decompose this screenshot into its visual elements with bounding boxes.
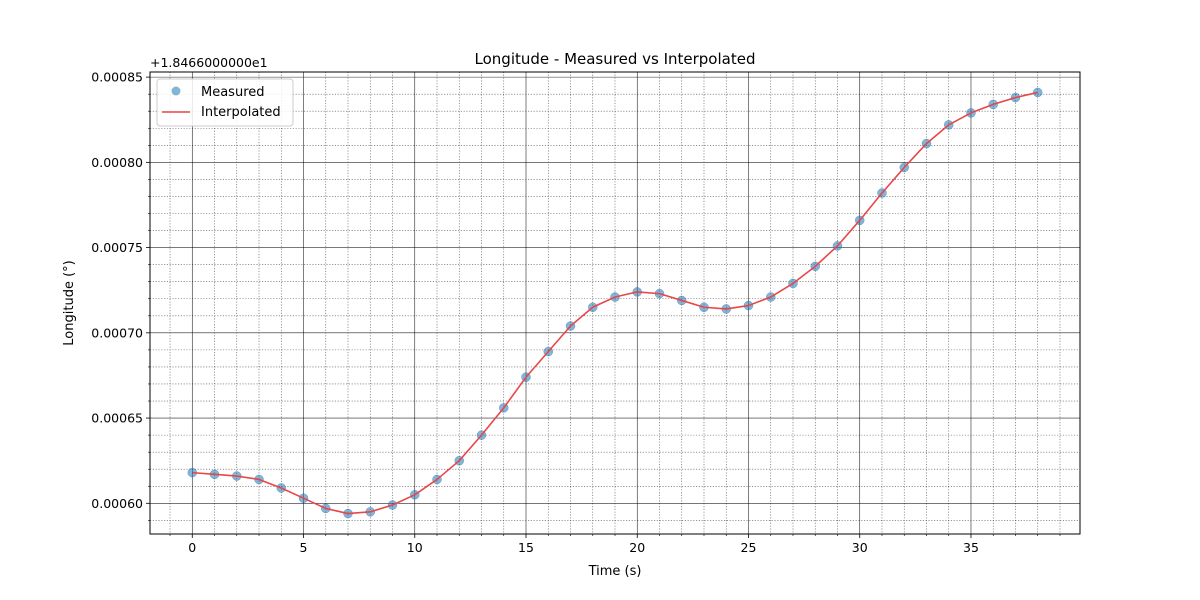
x-tick-label: 10 xyxy=(407,540,423,555)
legend-measured-label: Measured xyxy=(201,85,265,100)
legend-box xyxy=(156,78,294,127)
x-tick-label: 20 xyxy=(629,540,645,555)
x-tick-label: 35 xyxy=(963,540,979,555)
series-layer xyxy=(187,87,1043,519)
y-tick-label: 0.00075 xyxy=(91,240,143,255)
plot-area xyxy=(150,72,1080,534)
y-tick-label: 0.00085 xyxy=(91,70,143,85)
minor-grid xyxy=(150,72,1080,534)
chart-title: Longitude - Measured vs Interpolated xyxy=(475,50,756,68)
y-tick-label: 0.00070 xyxy=(91,325,143,340)
y-tick-label: 0.00060 xyxy=(91,496,143,511)
legend: Measured Interpolated xyxy=(156,78,294,127)
interpolated-line xyxy=(192,91,1038,515)
x-tick-label: 0 xyxy=(188,540,196,555)
x-axis-ticks: 0 5 10 15 20 25 30 35 xyxy=(169,534,1061,555)
x-tick-label: 5 xyxy=(300,540,308,555)
x-axis-label: Time (s) xyxy=(588,564,642,579)
y-axis-ticks: 0.00060 0.00065 0.00070 0.00075 0.00080 0.000… xyxy=(91,70,150,521)
y-tick-label: 0.00080 xyxy=(91,155,143,170)
x-tick-label: 25 xyxy=(741,540,757,555)
x-tick-label: 15 xyxy=(518,540,534,555)
legend-interpolated-label: Interpolated xyxy=(201,105,281,120)
x-tick-label: 30 xyxy=(852,540,868,555)
y-tick-label: 0.00065 xyxy=(91,411,143,426)
legend-measured-marker xyxy=(171,86,181,96)
y-axis-label: Longitude (°) xyxy=(62,260,77,345)
y-offset-text: +1.8466000000e1 xyxy=(150,55,268,70)
major-grid xyxy=(150,72,1080,534)
